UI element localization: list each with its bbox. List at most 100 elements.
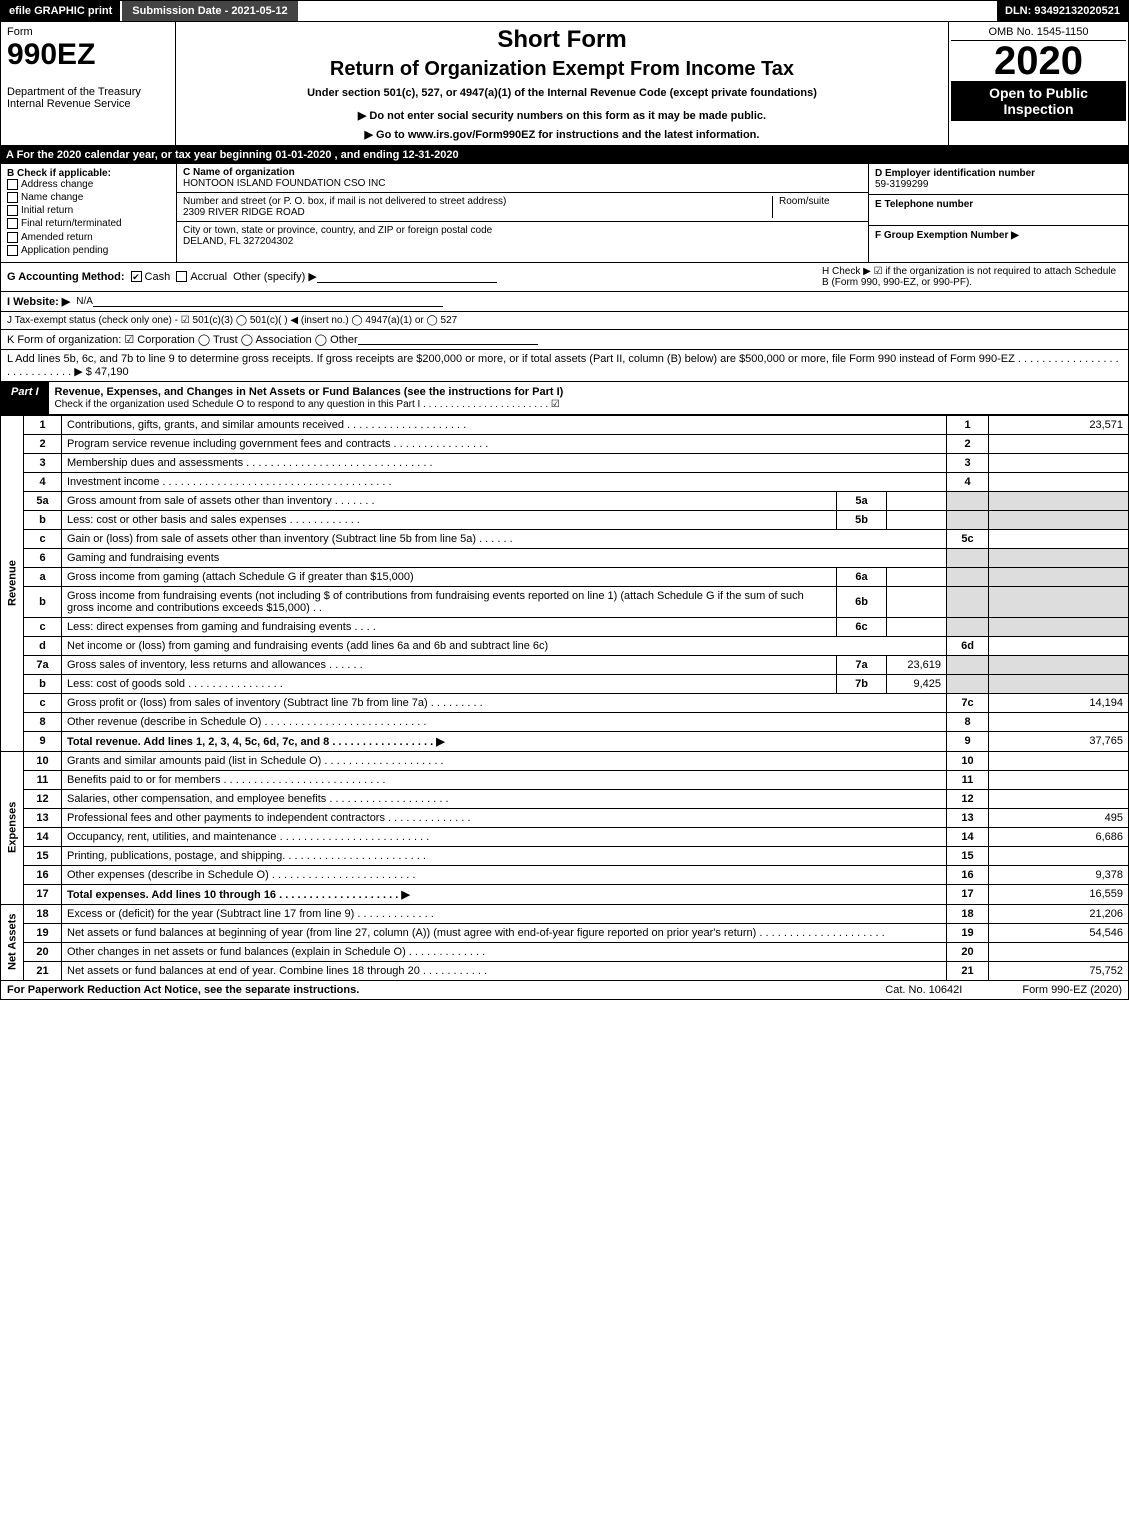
cb-name-change[interactable]: Name change xyxy=(7,192,170,203)
line-amount: 14,194 xyxy=(989,693,1129,712)
line-amount xyxy=(989,712,1129,731)
line-number: 13 xyxy=(24,808,62,827)
line-j: J Tax-exempt status (check only one) - ☑… xyxy=(0,312,1129,330)
mid-ref: 6c xyxy=(837,617,887,636)
line-amount xyxy=(989,529,1129,548)
city-label: City or town, state or province, country… xyxy=(183,225,862,236)
line-number: a xyxy=(24,567,62,586)
tax-year: 2020 xyxy=(951,41,1126,81)
line-desc: Membership dues and assessments . . . . … xyxy=(62,453,947,472)
line-number: 7a xyxy=(24,655,62,674)
cb-other[interactable]: Other (specify) ▶ xyxy=(233,270,497,283)
table-row: Net Assets18Excess or (deficit) for the … xyxy=(1,904,1129,923)
line-h: H Check ▶ ☑ if the organization is not r… xyxy=(822,266,1122,288)
line-desc: Less: cost of goods sold . . . . . . . .… xyxy=(62,674,837,693)
table-row: cGain or (loss) from sale of assets othe… xyxy=(1,529,1129,548)
line-desc: Grants and similar amounts paid (list in… xyxy=(62,751,947,770)
dept-treasury: Department of the Treasury xyxy=(7,86,169,98)
line-number: b xyxy=(24,674,62,693)
line-number: 17 xyxy=(24,884,62,904)
line-desc: Benefits paid to or for members . . . . … xyxy=(62,770,947,789)
line-desc: Printing, publications, postage, and shi… xyxy=(62,846,947,865)
line-a: A For the 2020 calendar year, or tax yea… xyxy=(0,146,1129,164)
line-ref: 3 xyxy=(947,453,989,472)
cb-final-return[interactable]: Final return/terminated xyxy=(7,218,170,229)
addr-value: 2309 RIVER RIDGE ROAD xyxy=(183,207,772,218)
table-row: 12Salaries, other compensation, and empl… xyxy=(1,789,1129,808)
addr-row: Number and street (or P. O. box, if mail… xyxy=(177,193,868,222)
ref-shaded xyxy=(947,491,989,510)
line-number: 10 xyxy=(24,751,62,770)
line-ref: 10 xyxy=(947,751,989,770)
line-desc: Gross sales of inventory, less returns a… xyxy=(62,655,837,674)
line-amount xyxy=(989,472,1129,491)
table-row: 3Membership dues and assessments . . . .… xyxy=(1,453,1129,472)
table-row: 20Other changes in net assets or fund ba… xyxy=(1,942,1129,961)
ref-shaded xyxy=(947,655,989,674)
mid-ref: 7b xyxy=(837,674,887,693)
table-row: dNet income or (loss) from gaming and fu… xyxy=(1,636,1129,655)
table-row: 5aGross amount from sale of assets other… xyxy=(1,491,1129,510)
cb-accrual[interactable]: Accrual xyxy=(176,271,227,283)
table-row: Revenue1Contributions, gifts, grants, an… xyxy=(1,415,1129,434)
table-row: 19Net assets or fund balances at beginni… xyxy=(1,923,1129,942)
cb-amended[interactable]: Amended return xyxy=(7,232,170,243)
line-amount: 21,206 xyxy=(989,904,1129,923)
goto-link[interactable]: ▶ Go to www.irs.gov/Form990EZ for instru… xyxy=(182,128,942,141)
line-ref: 5c xyxy=(947,529,989,548)
line-desc: Other changes in net assets or fund bala… xyxy=(62,942,947,961)
part-1-table: Revenue1Contributions, gifts, grants, an… xyxy=(0,415,1129,981)
footer-left: For Paperwork Reduction Act Notice, see … xyxy=(7,984,885,996)
amt-shaded xyxy=(989,617,1129,636)
form-number: 990EZ xyxy=(7,38,169,72)
city-value: DELAND, FL 327204302 xyxy=(183,236,862,247)
line-amount: 16,559 xyxy=(989,884,1129,904)
line-ref: 2 xyxy=(947,434,989,453)
table-row: 7aGross sales of inventory, less returns… xyxy=(1,655,1129,674)
line-number: c xyxy=(24,693,62,712)
irs-label: Internal Revenue Service xyxy=(7,98,169,110)
line-k: K Form of organization: ☑ Corporation ◯ … xyxy=(0,330,1129,350)
mid-ref: 5a xyxy=(837,491,887,510)
cb-address-change[interactable]: Address change xyxy=(7,179,170,190)
addr-label: Number and street (or P. O. box, if mail… xyxy=(183,196,772,207)
part-1-check: Check if the organization used Schedule … xyxy=(55,399,560,410)
part-1-tag: Part I xyxy=(1,382,49,414)
amt-shaded xyxy=(989,510,1129,529)
line-ref: 13 xyxy=(947,808,989,827)
table-row: bLess: cost of goods sold . . . . . . . … xyxy=(1,674,1129,693)
section-label-netassets: Net Assets xyxy=(1,904,24,980)
submission-date-button[interactable]: Submission Date - 2021-05-12 xyxy=(122,1,297,21)
cb-application-pending[interactable]: Application pending xyxy=(7,245,170,256)
box-c: C Name of organization HONTOON ISLAND FO… xyxy=(176,164,868,262)
line-desc: Excess or (deficit) for the year (Subtra… xyxy=(62,904,947,923)
line-desc: Investment income . . . . . . . . . . . … xyxy=(62,472,947,491)
line-desc: Total expenses. Add lines 10 through 16 … xyxy=(62,884,947,904)
cb-cash[interactable]: ✔Cash xyxy=(131,271,171,283)
line-ref: 7c xyxy=(947,693,989,712)
form-of-org: K Form of organization: ☑ Corporation ◯ … xyxy=(7,333,358,346)
org-name: HONTOON ISLAND FOUNDATION CSO INC xyxy=(183,178,862,189)
group-exemption-label: F Group Exemption Number ▶ xyxy=(875,230,1122,241)
subtitle: Under section 501(c), 527, or 4947(a)(1)… xyxy=(182,87,942,99)
line-amount xyxy=(989,770,1129,789)
table-row: 17Total expenses. Add lines 10 through 1… xyxy=(1,884,1129,904)
short-form-title: Short Form xyxy=(182,26,942,54)
line-ref: 12 xyxy=(947,789,989,808)
line-g-h: G Accounting Method: ✔Cash Accrual Other… xyxy=(0,263,1129,292)
efile-print-button[interactable]: efile GRAPHIC print xyxy=(1,1,122,21)
line-amount xyxy=(989,942,1129,961)
cb-initial-return[interactable]: Initial return xyxy=(7,205,170,216)
line-i: I Website: ▶ N/A xyxy=(0,292,1129,312)
line-desc: Professional fees and other payments to … xyxy=(62,808,947,827)
line-desc: Gain or (loss) from sale of assets other… xyxy=(62,529,947,548)
table-row: cLess: direct expenses from gaming and f… xyxy=(1,617,1129,636)
line-ref: 19 xyxy=(947,923,989,942)
line-desc: Less: direct expenses from gaming and fu… xyxy=(62,617,837,636)
line-ref: 14 xyxy=(947,827,989,846)
box-b-title: B Check if applicable: xyxy=(7,168,170,179)
table-row: bLess: cost or other basis and sales exp… xyxy=(1,510,1129,529)
table-row: 14Occupancy, rent, utilities, and mainte… xyxy=(1,827,1129,846)
line-number: 19 xyxy=(24,923,62,942)
line-ref: 16 xyxy=(947,865,989,884)
